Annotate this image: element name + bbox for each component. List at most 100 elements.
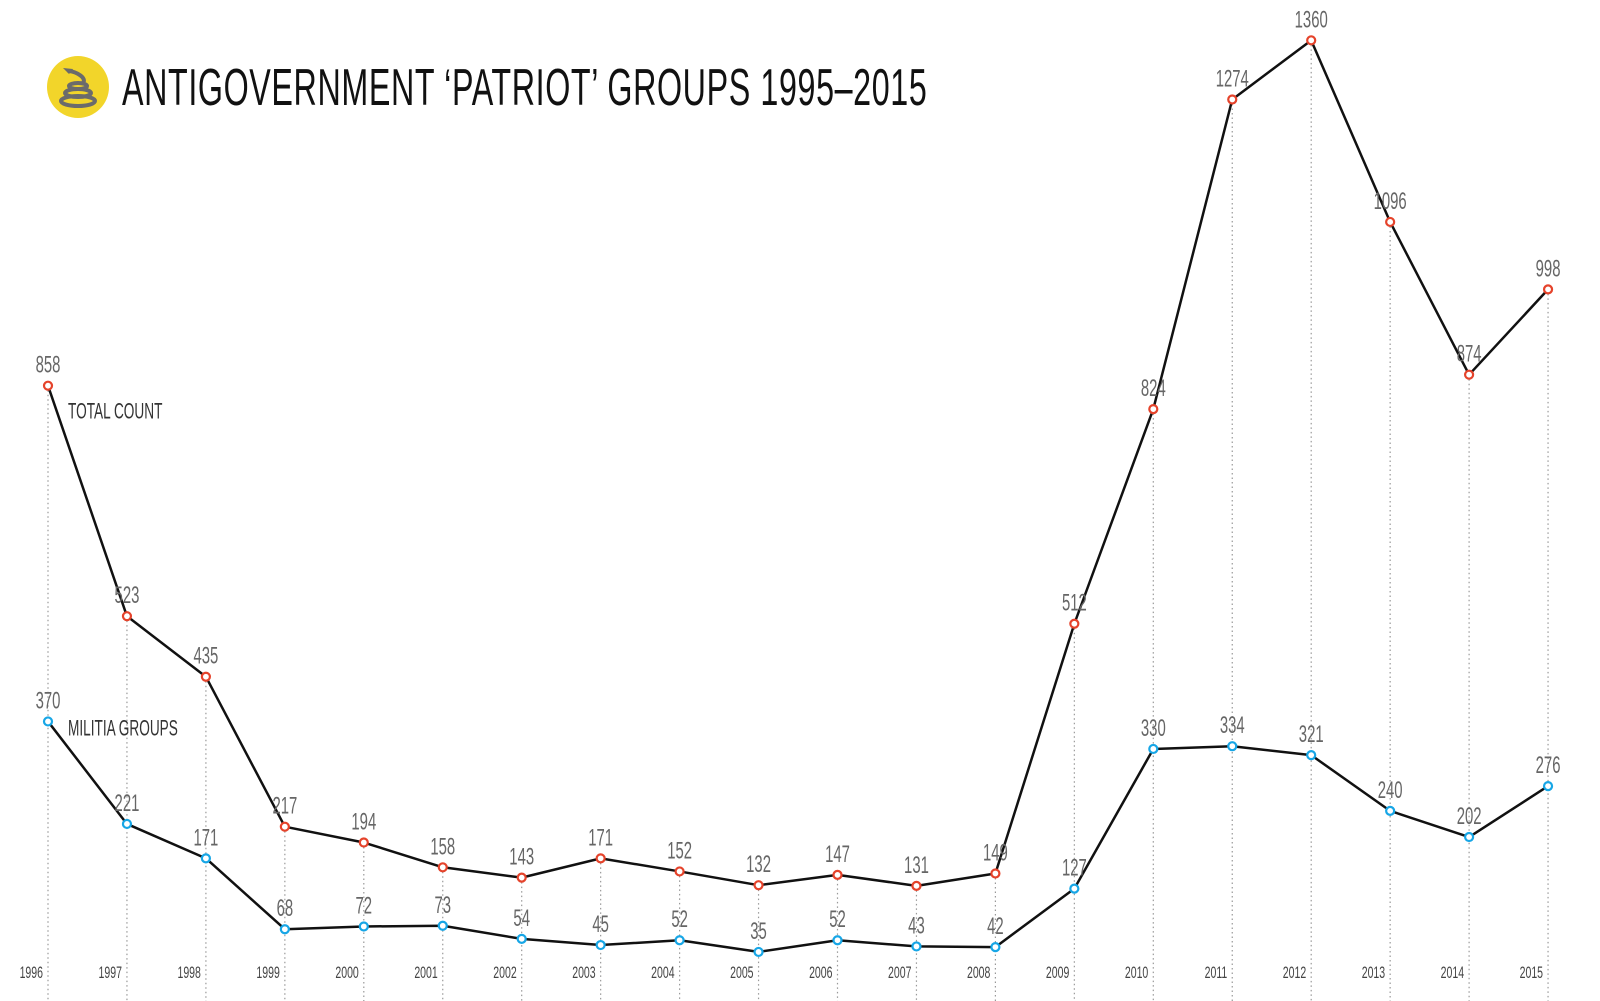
coiled-snake-icon — [47, 56, 109, 118]
data-point — [990, 942, 1001, 953]
series-line-total — [46, 39, 1549, 888]
data-point — [753, 880, 764, 891]
data-label: 824 — [1141, 376, 1166, 402]
x-tick-label: 2012 — [1283, 962, 1307, 981]
data-point — [1069, 883, 1080, 894]
series-line-militia — [47, 720, 1549, 954]
x-tick-label: 1998 — [177, 962, 201, 981]
data-point — [1385, 216, 1396, 228]
x-tick-label: 2010 — [1125, 962, 1149, 981]
data-point — [42, 380, 54, 391]
x-tick-label: 1996 — [20, 962, 44, 981]
x-tick-label: 2005 — [730, 962, 754, 981]
x-tick-label: 1997 — [99, 962, 123, 981]
data-point — [279, 821, 290, 832]
data-point — [200, 671, 211, 682]
data-point — [1463, 369, 1475, 380]
data-point — [1306, 35, 1317, 46]
data-point — [358, 837, 369, 848]
data-point — [990, 868, 1001, 879]
data-label: 435 — [193, 643, 218, 669]
data-label: 171 — [588, 825, 613, 851]
x-tick-label: 1999 — [256, 962, 280, 981]
series-label-militia: MILITIA GROUPS — [68, 715, 178, 740]
data-label: 35 — [750, 918, 767, 944]
data-point — [1148, 743, 1159, 755]
x-tick-label: 2004 — [651, 962, 675, 981]
data-label: 143 — [509, 844, 534, 870]
data-label: 54 — [513, 905, 530, 931]
x-tick-label: 2009 — [1046, 962, 1070, 981]
data-label: 52 — [671, 907, 688, 933]
x-tick-label: 2013 — [1362, 962, 1386, 981]
data-point — [200, 853, 211, 864]
data-label: 874 — [1457, 341, 1482, 367]
data-label: 127 — [1062, 855, 1087, 881]
data-point — [832, 869, 843, 880]
data-label: 330 — [1141, 716, 1166, 742]
data-label: 512 — [1062, 590, 1087, 616]
data-label: 1274 — [1216, 66, 1249, 92]
data-label: 370 — [36, 688, 61, 714]
data-point — [1069, 618, 1080, 629]
data-point — [832, 935, 843, 946]
data-point — [1385, 805, 1396, 816]
data-point — [1542, 781, 1554, 792]
data-point — [437, 920, 448, 931]
series-label-total: TOTAL COUNT — [68, 398, 162, 423]
data-point — [516, 872, 527, 883]
data-label: 240 — [1378, 777, 1403, 803]
data-label: 72 — [356, 893, 373, 919]
data-point — [1148, 403, 1159, 415]
data-label: 73 — [434, 892, 451, 918]
x-tick-label: 2008 — [967, 962, 991, 981]
data-label: 171 — [193, 825, 218, 851]
data-label: 45 — [592, 912, 609, 938]
data-point — [674, 866, 685, 877]
data-point — [674, 935, 685, 946]
data-label: 334 — [1220, 713, 1245, 739]
data-label: 276 — [1536, 753, 1561, 779]
data-point — [1227, 741, 1238, 752]
x-tick-label: 2006 — [809, 962, 833, 981]
data-point — [121, 611, 133, 622]
data-label: 998 — [1536, 256, 1561, 282]
data-point — [911, 941, 922, 952]
data-point — [437, 862, 448, 873]
data-label: 52 — [829, 907, 846, 933]
data-label: 158 — [430, 834, 455, 860]
data-label: 68 — [277, 896, 294, 922]
data-label: 42 — [987, 914, 1004, 940]
data-label: 1096 — [1374, 189, 1407, 215]
data-label: 858 — [36, 352, 61, 378]
data-point — [1463, 831, 1475, 843]
data-label: 523 — [115, 583, 140, 609]
data-label: 149 — [983, 840, 1008, 866]
data-label: 194 — [351, 809, 376, 835]
data-point — [753, 946, 764, 958]
data-point — [911, 880, 922, 891]
chart-title: ANTIGOVERNMENT ‘PATRIOT’ GROUPS 1995–201… — [122, 59, 928, 117]
data-label: 202 — [1457, 804, 1482, 830]
data-point — [42, 716, 54, 727]
data-point — [121, 818, 133, 830]
data-point — [358, 921, 369, 932]
data-point — [279, 924, 290, 935]
data-label: 152 — [667, 838, 692, 864]
x-tick-label: 2014 — [1441, 962, 1465, 981]
data-label: 43 — [908, 913, 925, 939]
x-tick-label: 2002 — [493, 962, 517, 981]
data-point — [1227, 94, 1238, 105]
x-tick-label: 2001 — [414, 962, 438, 981]
data-label: 321 — [1299, 722, 1324, 748]
data-label: 217 — [272, 793, 297, 819]
data-label: 1360 — [1295, 7, 1328, 33]
x-tick-label: 2015 — [1520, 962, 1544, 981]
data-point — [1306, 750, 1317, 761]
data-label: 132 — [746, 852, 771, 878]
x-tick-label: 2011 — [1205, 962, 1228, 981]
data-label: 221 — [115, 791, 140, 817]
x-tick-label: 2000 — [335, 962, 359, 981]
x-tick-label: 2007 — [888, 962, 912, 981]
